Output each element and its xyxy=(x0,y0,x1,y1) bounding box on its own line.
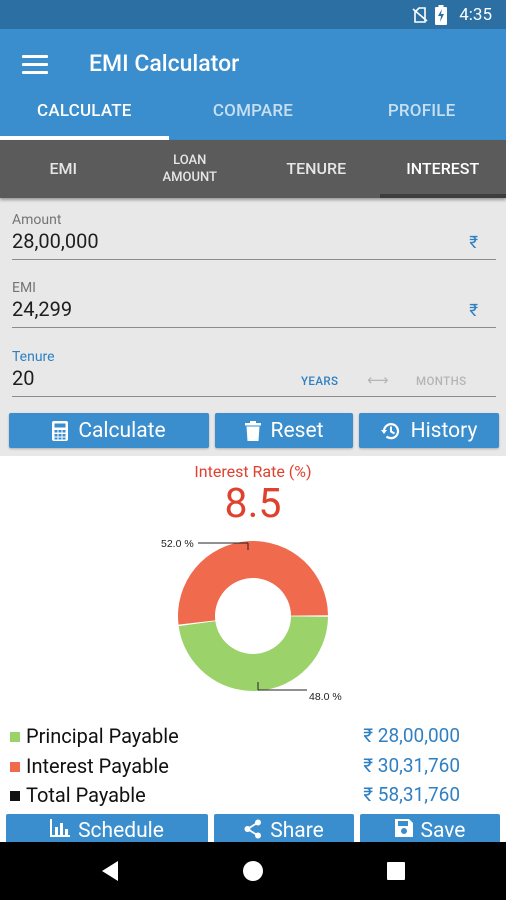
breakdown-donut-chart: 52.0 % 48.0 % xyxy=(161,538,342,703)
app-toolbar: EMI Calculator CALCULATE COMPARE PROFILE xyxy=(0,29,506,140)
reset-button[interactable]: Reset xyxy=(215,413,353,448)
tab-profile[interactable]: PROFILE xyxy=(387,101,456,121)
action-buttons: Calculate Reset History xyxy=(9,413,499,448)
amount-field[interactable]: Amount 28,00,000 ₹ xyxy=(12,212,496,262)
app-title: EMI Calculator xyxy=(89,50,240,77)
results-panel: Interest Rate (%) 8.5 52.0 % 48.0 % Prin… xyxy=(0,456,506,842)
total-payable-value: ₹ 58,31,760 xyxy=(363,783,460,806)
history-icon xyxy=(380,422,399,439)
schedule-button[interactable]: Schedule xyxy=(6,814,208,846)
status-time: 4:35 xyxy=(459,5,492,25)
status-bar: 4:35 xyxy=(0,0,506,29)
subtab-loan-amount[interactable]: LOAN AMOUNT xyxy=(127,140,254,198)
emi-input[interactable]: 24,299 xyxy=(12,297,73,321)
no-sim-icon xyxy=(412,7,428,23)
unit-months-toggle[interactable]: MONTHS xyxy=(416,374,467,388)
amount-label: Amount xyxy=(12,212,62,228)
total-swatch xyxy=(10,791,20,801)
home-icon[interactable] xyxy=(242,860,264,882)
unit-switch-icon[interactable]: ⟷ xyxy=(367,371,389,389)
battery-charging-icon xyxy=(435,5,448,25)
calculation-mode-tabs: EMI LOAN AMOUNT TENURE INTEREST xyxy=(0,140,506,198)
subtab-loan-amount-label: LOAN AMOUNT xyxy=(162,153,217,185)
status-icons: 4:35 xyxy=(411,4,492,26)
tenure-field[interactable]: Tenure 20 YEARS ⟷ MONTHS xyxy=(12,349,496,399)
tab-compare[interactable]: COMPARE xyxy=(212,101,294,121)
amount-underline xyxy=(12,259,496,260)
interest-percent-label: 52.0 % xyxy=(161,538,194,550)
interest-rate-label: Interest Rate (%) xyxy=(194,462,312,481)
interest-payable-label: Interest Payable xyxy=(26,754,169,778)
total-payable-row: Total Payable ₹ 58,31,760 xyxy=(10,783,498,811)
share-icon xyxy=(244,819,262,839)
tenure-input[interactable]: 20 xyxy=(12,366,35,390)
tenure-label: Tenure xyxy=(12,349,55,365)
calculate-button-label: Calculate xyxy=(78,418,166,443)
amount-input[interactable]: 28,00,000 xyxy=(12,229,99,253)
principal-percent-label: 48.0 % xyxy=(309,691,342,703)
interest-payable-value: ₹ 30,31,760 xyxy=(363,754,460,777)
subtab-emi[interactable]: EMI xyxy=(49,159,78,178)
subtab-interest[interactable]: INTEREST xyxy=(379,140,506,198)
hamburger-menu-icon[interactable] xyxy=(22,55,48,75)
unit-years-toggle[interactable]: YEARS xyxy=(301,374,339,388)
donut-slice-principal-payable xyxy=(178,616,328,691)
emi-label: EMI xyxy=(12,280,36,296)
share-button-label: Share xyxy=(270,819,324,843)
tab-calculate[interactable]: CALCULATE xyxy=(0,89,169,140)
interest-swatch xyxy=(10,762,20,772)
emi-currency: ₹ xyxy=(469,301,478,321)
main-tabs: CALCULATE COMPARE PROFILE xyxy=(0,89,506,140)
recents-icon[interactable] xyxy=(386,861,406,881)
principal-payable-label: Principal Payable xyxy=(26,724,179,748)
principal-payable-row: Principal Payable ₹ 28,00,000 xyxy=(10,724,498,752)
schedule-button-label: Schedule xyxy=(78,819,164,843)
bar-chart-icon xyxy=(50,819,71,837)
interest-payable-row: Interest Payable ₹ 30,31,760 xyxy=(10,754,498,782)
calculate-button[interactable]: Calculate xyxy=(9,413,209,448)
tenure-underline xyxy=(12,396,496,397)
principal-swatch xyxy=(10,732,20,742)
interest-rate-value: 8.5 xyxy=(224,480,282,528)
save-button-label: Save xyxy=(420,819,466,843)
history-button-label: History xyxy=(410,418,478,443)
emi-underline xyxy=(12,327,496,328)
amount-currency: ₹ xyxy=(469,233,478,253)
history-button[interactable]: History xyxy=(359,413,499,448)
subtab-tenure[interactable]: TENURE xyxy=(286,159,347,178)
principal-payable-value: ₹ 28,00,000 xyxy=(363,724,460,747)
calculator-icon xyxy=(52,420,69,441)
trash-icon xyxy=(244,420,261,441)
total-payable-label: Total Payable xyxy=(26,783,146,807)
share-button[interactable]: Share xyxy=(214,814,354,846)
reset-button-label: Reset xyxy=(270,418,324,443)
emi-field[interactable]: EMI 24,299 ₹ xyxy=(12,280,496,330)
save-icon xyxy=(394,819,413,837)
donut-slice-interest-payable xyxy=(177,540,328,625)
bottom-action-buttons: Schedule Share Save xyxy=(6,814,500,846)
system-navigation-bar xyxy=(0,842,506,900)
back-icon[interactable] xyxy=(100,860,120,882)
save-button[interactable]: Save xyxy=(360,814,500,846)
